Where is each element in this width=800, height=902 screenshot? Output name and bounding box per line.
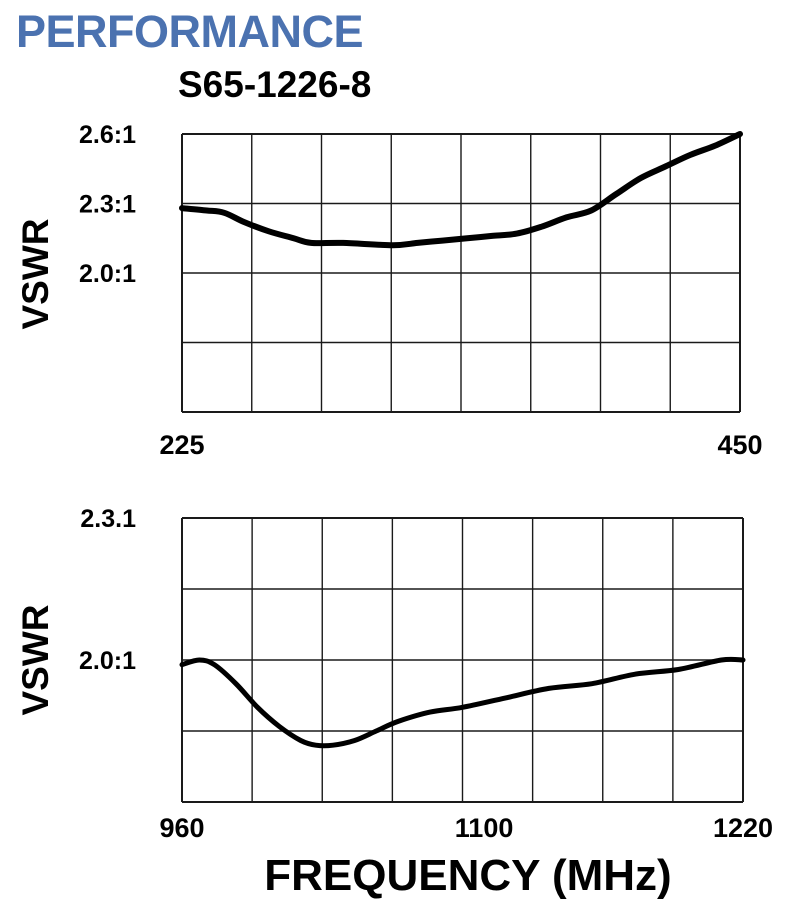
chart-1-ytick-labels: 2.6:1 2.3:1 2.0:1: [79, 121, 136, 288]
y-tick-label: 2.6:1: [79, 121, 136, 149]
chart-1-vswr-curve: [179, 131, 743, 249]
x-tick-label: 450: [717, 430, 762, 460]
chart-2-grid: [181, 517, 744, 803]
x-tick-label: 1100: [455, 813, 514, 843]
y-tick-label: 2.0:1: [79, 647, 136, 675]
x-tick-label: 960: [159, 813, 204, 843]
x-tick-label: 1220: [713, 813, 773, 843]
chart-1-y-axis-label: VSWR: [15, 219, 56, 330]
chart-2-xtick-labels: 960 1100 1220: [159, 813, 773, 843]
model-number: S65-1226-8: [178, 64, 372, 105]
vswr-chart-225-450: 2.6:1 2.3:1 2.0:1 225 450 VSWR: [15, 121, 763, 460]
chart-2-ytick-labels: 2.3.1 2.0:1: [79, 505, 136, 675]
y-tick-label: 2.0:1: [79, 260, 136, 288]
vswr-chart-960-1220: 2.3.1 2.0:1 960 1100 1220 VSWR FREQUENCY (M…: [15, 505, 773, 900]
chart-2-vswr-curve: [179, 656, 746, 749]
chart-2-y-axis-label: VSWR: [15, 605, 56, 716]
x-axis-label: FREQUENCY (MHz): [264, 851, 671, 900]
y-tick-label: 2.3.1: [80, 505, 136, 533]
chart-1-grid: [181, 133, 741, 413]
y-tick-label: 2.3:1: [79, 191, 136, 219]
chart-1-xtick-labels: 225 450: [159, 430, 762, 460]
x-tick-label: 225: [159, 430, 204, 460]
page-title: PERFORMANCE: [16, 6, 364, 57]
